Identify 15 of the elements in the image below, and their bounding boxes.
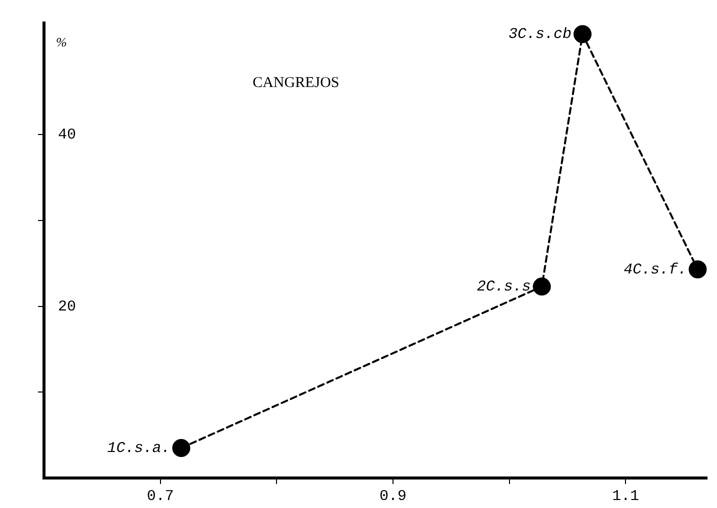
x-tick-label: 0.9	[379, 488, 406, 505]
y-axis-title: %	[56, 34, 67, 50]
y-tick-label: 40	[58, 126, 76, 144]
point	[574, 25, 592, 44]
text: CANGREJOS	[252, 74, 340, 91]
y-tick-label: 20	[58, 298, 76, 316]
point	[532, 278, 551, 296]
annotation: 4C.s.f.	[624, 261, 687, 278]
annotation: 3C.s.cb	[508, 26, 572, 44]
x-tick-label: 0.7	[146, 488, 174, 505]
x-tick-label: 1.1	[612, 488, 640, 505]
annotation: 1C.s.a.	[107, 440, 170, 457]
annotation: 2C.s.s	[476, 278, 531, 296]
point	[688, 260, 707, 278]
point	[172, 438, 190, 457]
